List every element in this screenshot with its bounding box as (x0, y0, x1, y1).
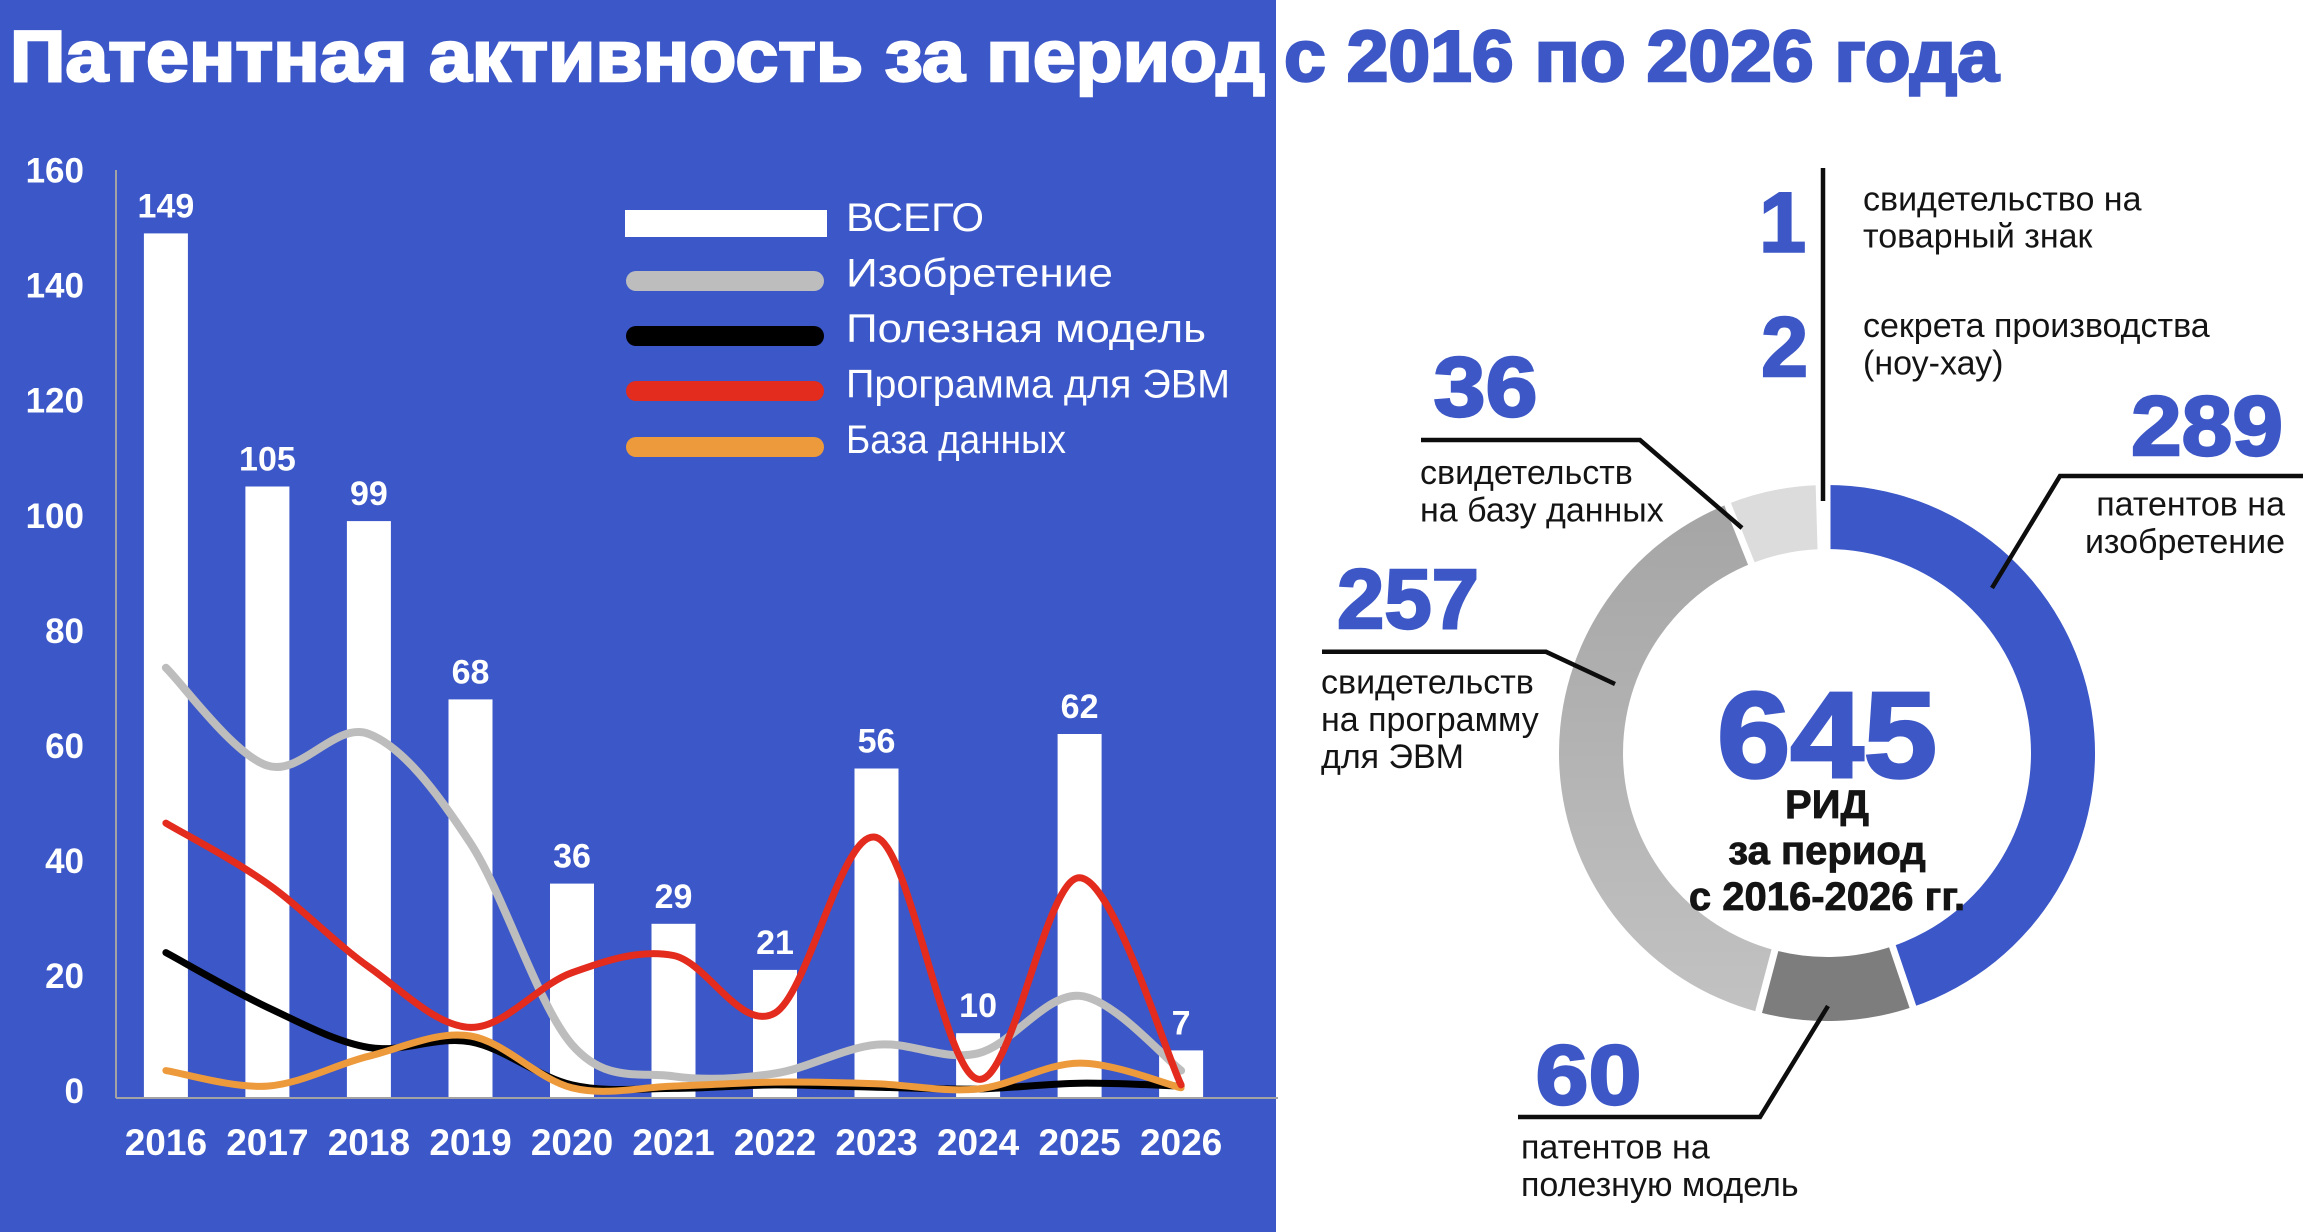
svg-text:40: 40 (45, 842, 84, 881)
svg-text:140: 140 (26, 267, 84, 306)
svg-text:21: 21 (756, 924, 794, 962)
svg-text:на базу данных: на базу данных (1420, 491, 1664, 529)
svg-text:289: 289 (2131, 379, 2283, 473)
svg-text:патентов на: патентов на (1521, 1129, 1710, 1167)
svg-text:99: 99 (350, 475, 388, 513)
svg-text:изобретение: изобретение (2085, 523, 2285, 561)
svg-text:Патентная активность за период: Патентная активность за период (10, 17, 1265, 97)
svg-text:10: 10 (959, 987, 997, 1025)
svg-text:2016: 2016 (125, 1122, 207, 1163)
svg-text:7: 7 (1172, 1004, 1191, 1042)
svg-text:товарный знак: товарный знак (1863, 218, 2094, 256)
svg-text:60: 60 (1536, 1028, 1642, 1122)
svg-text:с 2016 по 2026 года: с 2016 по 2026 года (1284, 17, 2000, 97)
svg-text:56: 56 (858, 723, 896, 761)
svg-text:2: 2 (1761, 300, 1808, 394)
svg-text:РИД: РИД (1785, 783, 1869, 827)
svg-text:Полезная модель: Полезная модель (846, 307, 1206, 351)
svg-text:2020: 2020 (531, 1122, 613, 1163)
svg-text:29: 29 (655, 878, 693, 916)
svg-text:на программу: на программу (1321, 701, 1539, 739)
svg-text:62: 62 (1061, 688, 1099, 726)
svg-text:База данных: База данных (846, 418, 1066, 462)
svg-text:160: 160 (26, 152, 84, 191)
svg-text:149: 149 (138, 187, 195, 225)
svg-text:(ноу-хау): (ноу-хау) (1863, 344, 2003, 382)
svg-text:36: 36 (1434, 340, 1538, 434)
svg-text:свидетельство на: свидетельство на (1863, 180, 2142, 218)
svg-text:2021: 2021 (632, 1122, 714, 1163)
svg-text:100: 100 (26, 497, 84, 536)
svg-text:645: 645 (1717, 667, 1937, 803)
svg-text:с 2016-2026 гг.: с 2016-2026 гг. (1689, 875, 1965, 919)
svg-text:свидетельств: свидетельств (1420, 454, 1633, 492)
svg-text:105: 105 (239, 441, 296, 479)
svg-text:полезную модель: полезную модель (1521, 1166, 1799, 1204)
svg-text:120: 120 (26, 382, 84, 421)
svg-text:Изобретение: Изобретение (846, 252, 1113, 296)
svg-text:2018: 2018 (328, 1122, 410, 1163)
svg-text:2019: 2019 (429, 1122, 511, 1163)
svg-text:2024: 2024 (937, 1122, 1020, 1163)
svg-text:2026: 2026 (1140, 1122, 1222, 1163)
svg-text:0: 0 (65, 1072, 84, 1111)
svg-text:2017: 2017 (226, 1122, 308, 1163)
svg-text:Программа для ЭВМ: Программа для ЭВМ (846, 363, 1230, 407)
svg-text:свидетельств: свидетельств (1321, 664, 1534, 702)
svg-text:60: 60 (45, 727, 84, 766)
svg-text:20: 20 (45, 957, 84, 996)
svg-text:2022: 2022 (734, 1122, 816, 1163)
svg-text:за период: за период (1728, 829, 1925, 873)
svg-text:2025: 2025 (1038, 1122, 1120, 1163)
svg-text:2023: 2023 (835, 1122, 917, 1163)
svg-text:патентов на: патентов на (2096, 486, 2285, 524)
svg-text:257: 257 (1337, 552, 1479, 646)
svg-text:ВСЕГО: ВСЕГО (846, 196, 984, 240)
svg-text:секрета производства: секрета производства (1863, 307, 2210, 345)
svg-text:68: 68 (452, 653, 490, 691)
svg-text:36: 36 (553, 838, 591, 876)
svg-text:1: 1 (1759, 176, 1806, 270)
svg-text:для ЭВМ: для ЭВМ (1321, 738, 1464, 776)
svg-text:80: 80 (45, 612, 84, 651)
